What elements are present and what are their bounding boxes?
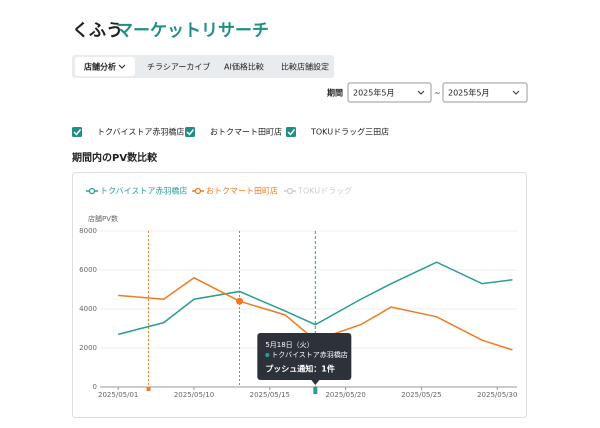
checkbox[interactable] (185, 127, 195, 137)
select-value[interactable]: 2025年5月 (353, 88, 394, 98)
store-label: おトクマート田町店 (210, 127, 282, 137)
active-point (236, 297, 244, 305)
check-mark (186, 129, 195, 136)
app-title: マーケットリサーチ (116, 21, 269, 41)
tooltip-arrow (311, 380, 320, 385)
store-label: トクバイストア赤羽橋店 (97, 127, 184, 137)
check-mark (73, 129, 82, 136)
checkbox[interactable] (286, 127, 296, 137)
chevron (512, 90, 520, 95)
select[interactable] (347, 82, 432, 103)
select[interactable] (442, 82, 528, 103)
chevron (118, 64, 126, 69)
tooltip-date: 5月18日（火） (265, 341, 313, 349)
brand: くふう (72, 21, 123, 41)
legend-label[interactable]: TOKUドラッグ (297, 186, 352, 196)
tab[interactable]: チラシアーカイブ (147, 62, 210, 72)
series-line (118, 261, 513, 336)
legend-dot (286, 187, 294, 195)
store-label: TOKUドラッグ三田店 (310, 127, 389, 137)
tab-bar (72, 55, 334, 78)
legend-label[interactable]: おトクマート田町店 (206, 186, 278, 196)
checkbox[interactable] (72, 127, 82, 137)
x-tick-label: 2025/05/30 (477, 391, 517, 399)
tab[interactable]: 店舗分析 (84, 62, 116, 72)
x-tick-label: 2025/05/01 (98, 391, 138, 399)
check-mark (287, 129, 296, 136)
select-value[interactable]: 2025年5月 (448, 88, 489, 98)
tooltip-series: トクバイストア赤羽橋店 (271, 350, 347, 359)
tooltip-dot (265, 353, 270, 357)
y-tick-label: 0 (93, 383, 97, 391)
separator: ~ (434, 89, 441, 98)
tooltip-text: プッシュ通知：1件 (265, 364, 335, 374)
legend-label[interactable]: トクバイストア赤羽橋店 (100, 186, 187, 196)
y-tick-label: 2000 (79, 344, 97, 352)
tab[interactable]: 比較店舗設定 (281, 62, 329, 72)
legend-dot (88, 187, 96, 195)
chevron (417, 90, 425, 95)
tab[interactable]: AI価格比較 (224, 62, 264, 72)
x-tick-label: 2025/05/25 (401, 391, 441, 399)
tooltip (257, 333, 352, 380)
event-marker[interactable] (146, 387, 151, 391)
chart-card (72, 172, 527, 418)
y-tick-label: 4000 (79, 305, 97, 313)
x-tick-label: 2025/05/20 (325, 391, 365, 399)
tab-active[interactable] (75, 57, 135, 76)
legend-dot (194, 187, 202, 195)
period-label: 期間 (327, 88, 343, 98)
y-tick-label: 6000 (79, 266, 97, 274)
y-tick-label: 8000 (79, 227, 97, 235)
x-tick-label: 2025/05/10 (174, 391, 214, 399)
event-marker[interactable] (313, 387, 318, 394)
section-title: 期間内のPV数比較 (72, 151, 158, 164)
x-tick-label: 2025/05/15 (250, 391, 290, 399)
y-axis-label: 店舗PV数 (88, 214, 118, 223)
